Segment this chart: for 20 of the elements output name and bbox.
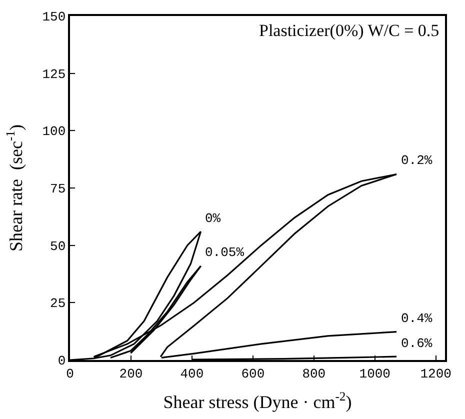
series-label: 0%: [205, 211, 221, 226]
y-tick-label: 100: [42, 124, 66, 140]
x-tick-label: 800: [302, 366, 326, 382]
y-tick-label: 50: [50, 238, 66, 254]
series-label: 0.4%: [401, 311, 432, 326]
series-label: 0.05%: [205, 245, 244, 260]
x-tick-label: 200: [119, 366, 143, 382]
series-label: 0.6%: [401, 336, 432, 351]
y-tick-label: 125: [42, 66, 66, 82]
y-tick-label: 25: [50, 296, 66, 312]
y-tick-label: 75: [50, 182, 66, 197]
y-tick-label: 0: [58, 354, 66, 369]
y-tick-label: 150: [42, 10, 66, 25]
x-tick-label: 600: [241, 366, 265, 382]
annotation: Plasticizer(0%) W/C = 0.5: [259, 21, 440, 40]
x-axis-title: Shear stress (Dyne · cm$^{-2}$): [163, 389, 352, 412]
x-tick-label: 1200: [420, 366, 452, 382]
x-tick-label: 1000: [359, 366, 390, 382]
series-label: 0.2%: [401, 153, 432, 168]
x-tick-label: 400: [180, 366, 204, 382]
